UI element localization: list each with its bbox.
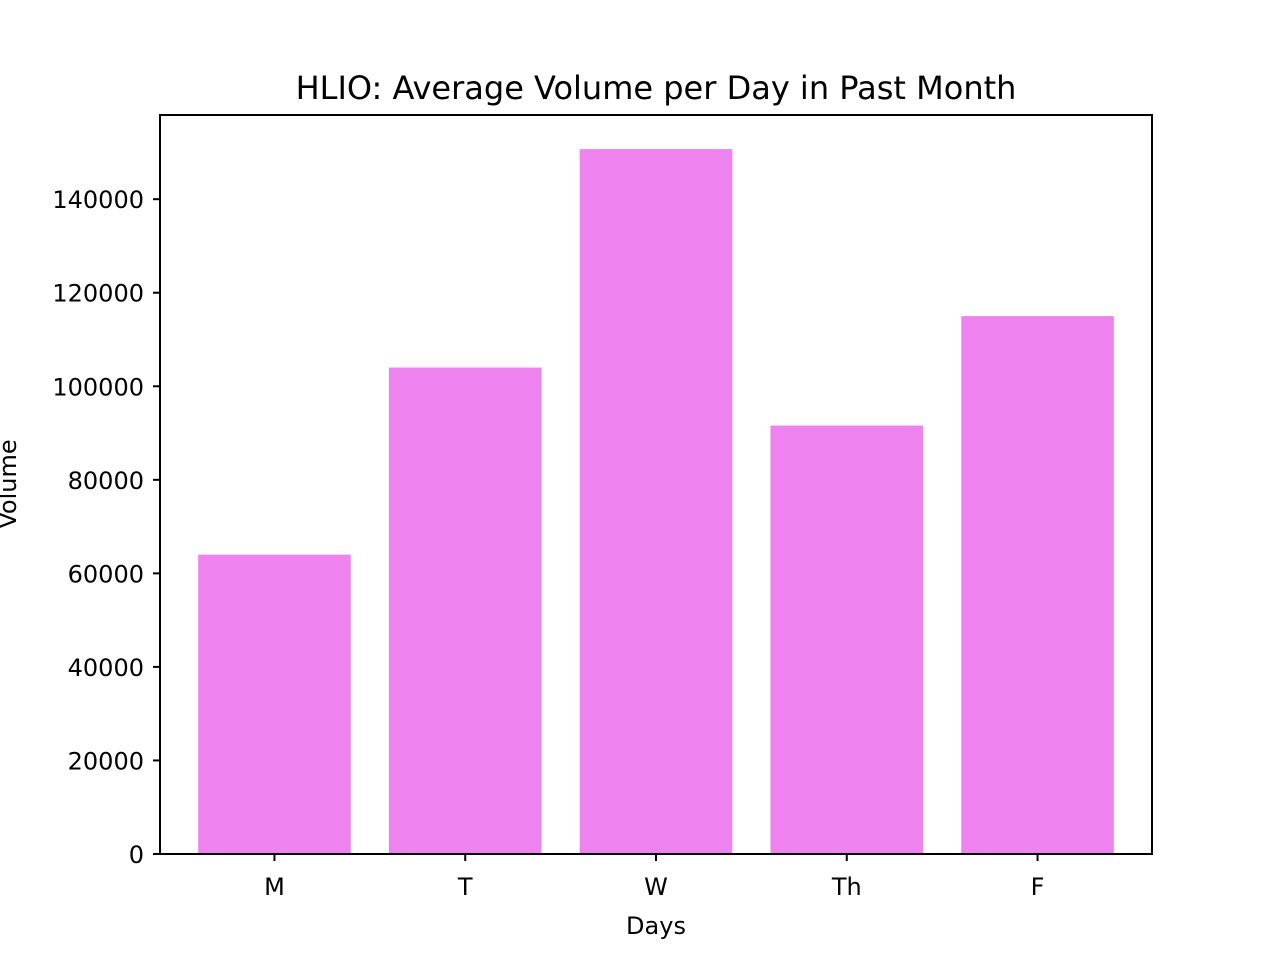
bar-t	[388, 367, 542, 854]
x-axis: M T W Th F	[264, 854, 1044, 901]
bars-group	[198, 149, 1114, 854]
bar-w	[579, 149, 733, 854]
y-tick-label: 0	[129, 841, 144, 869]
y-axis-label: Volume	[0, 439, 22, 528]
bar-th	[770, 425, 924, 854]
bar-m	[198, 554, 351, 854]
x-tick-label: Th	[831, 873, 862, 901]
y-axis: 0 20000 40000 60000 80000 100000 120000 140000	[52, 186, 160, 869]
y-tick-label: 20000	[68, 747, 144, 775]
y-tick-label: 140000	[52, 186, 144, 214]
x-tick-label: W	[644, 873, 668, 901]
y-tick-label: 100000	[52, 373, 144, 401]
bar-f	[961, 316, 1114, 854]
x-axis-label: Days	[626, 912, 686, 940]
x-tick-label: T	[457, 873, 473, 901]
x-tick-label: M	[264, 873, 285, 901]
y-tick-label: 120000	[52, 280, 144, 308]
y-tick-label: 40000	[68, 654, 144, 682]
x-tick-label: F	[1031, 873, 1045, 901]
y-tick-label: 80000	[68, 467, 144, 495]
plot-frame	[159, 114, 1153, 855]
y-tick-label: 60000	[68, 560, 144, 588]
chart-title: HLIO: Average Volume per Day in Past Mon…	[296, 69, 1017, 107]
